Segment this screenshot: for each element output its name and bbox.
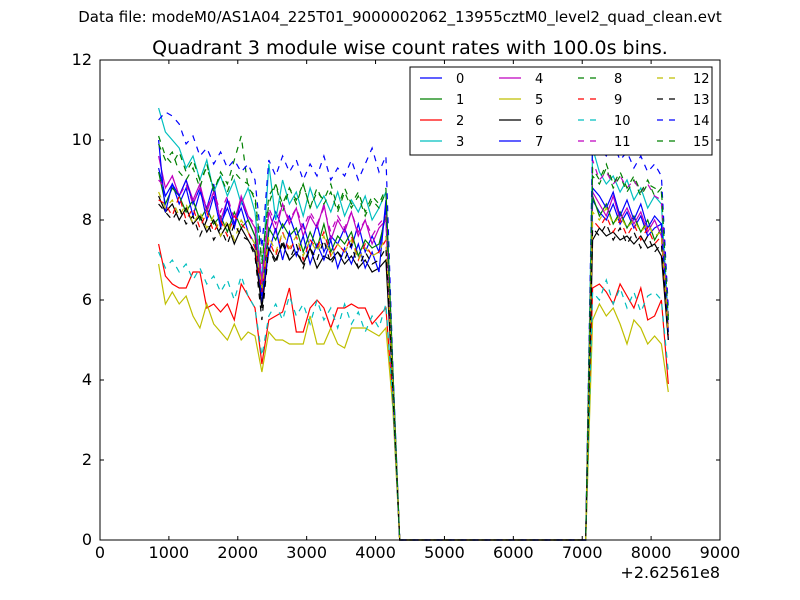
- x-tick-label: 7000: [562, 543, 603, 562]
- legend-label-11: 11: [614, 135, 631, 150]
- series-line-12: [158, 191, 669, 541]
- x-tick-label: 8000: [631, 543, 672, 562]
- series-line-6: [158, 195, 669, 541]
- y-tick-label: 8: [82, 210, 92, 229]
- y-tick-label: 10: [72, 130, 92, 149]
- series-line-5: [158, 263, 669, 541]
- series-line-7: [158, 139, 669, 541]
- axes-frame: [99, 59, 721, 541]
- x-offset-label: +2.62561e8: [620, 563, 720, 582]
- legend-label-1: 1: [456, 93, 464, 108]
- legend-label-12: 12: [693, 72, 710, 87]
- legend-label-9: 9: [614, 93, 622, 108]
- chart-title: Quadrant 3 module wise count rates with …: [152, 37, 668, 59]
- x-tick-label: 5000: [424, 543, 465, 562]
- legend-label-8: 8: [614, 72, 622, 87]
- x-tick-label: 6000: [493, 543, 534, 562]
- legend-label-0: 0: [456, 72, 464, 87]
- y-tick-label: 0: [82, 530, 92, 549]
- figure-suptitle: Data file: modeM0/AS1A04_225T01_90000020…: [78, 8, 722, 26]
- x-tick-label: 1000: [149, 543, 190, 562]
- ticks-layer: 0 1000 2000 3000 4000 5000 6000 7000 8000 9000 0 2 4…: [72, 50, 741, 562]
- series-line-9: [158, 194, 669, 541]
- series-line-13: [158, 203, 669, 541]
- y-tick-label: 6: [82, 290, 92, 309]
- legend-label-10: 10: [614, 114, 631, 129]
- x-tick-label: 3000: [286, 543, 327, 562]
- x-tick-label: 9000: [700, 543, 741, 562]
- legend-label-2: 2: [456, 114, 464, 129]
- x-tick-label: 4000: [355, 543, 396, 562]
- y-tick-label: 12: [72, 50, 92, 69]
- legend-label-5: 5: [535, 93, 543, 108]
- legend-box: [409, 66, 713, 156]
- legend-label-14: 14: [693, 114, 710, 129]
- series-line-4: [158, 155, 669, 541]
- legend-label-13: 13: [693, 93, 710, 108]
- series-line-8: [158, 135, 669, 541]
- y-tick-label: 2: [82, 450, 92, 469]
- legend-label-3: 3: [456, 135, 464, 150]
- x-tick-label: 0: [95, 543, 105, 562]
- y-tick-label: 4: [82, 370, 92, 389]
- series-line-3: [158, 107, 669, 541]
- series-layer: [158, 107, 669, 541]
- legend-label-7: 7: [535, 135, 543, 150]
- legend-label-6: 6: [535, 114, 543, 129]
- x-tick-label: 2000: [217, 543, 258, 562]
- legend-label-15: 15: [693, 135, 710, 150]
- legend-label-4: 4: [535, 72, 543, 87]
